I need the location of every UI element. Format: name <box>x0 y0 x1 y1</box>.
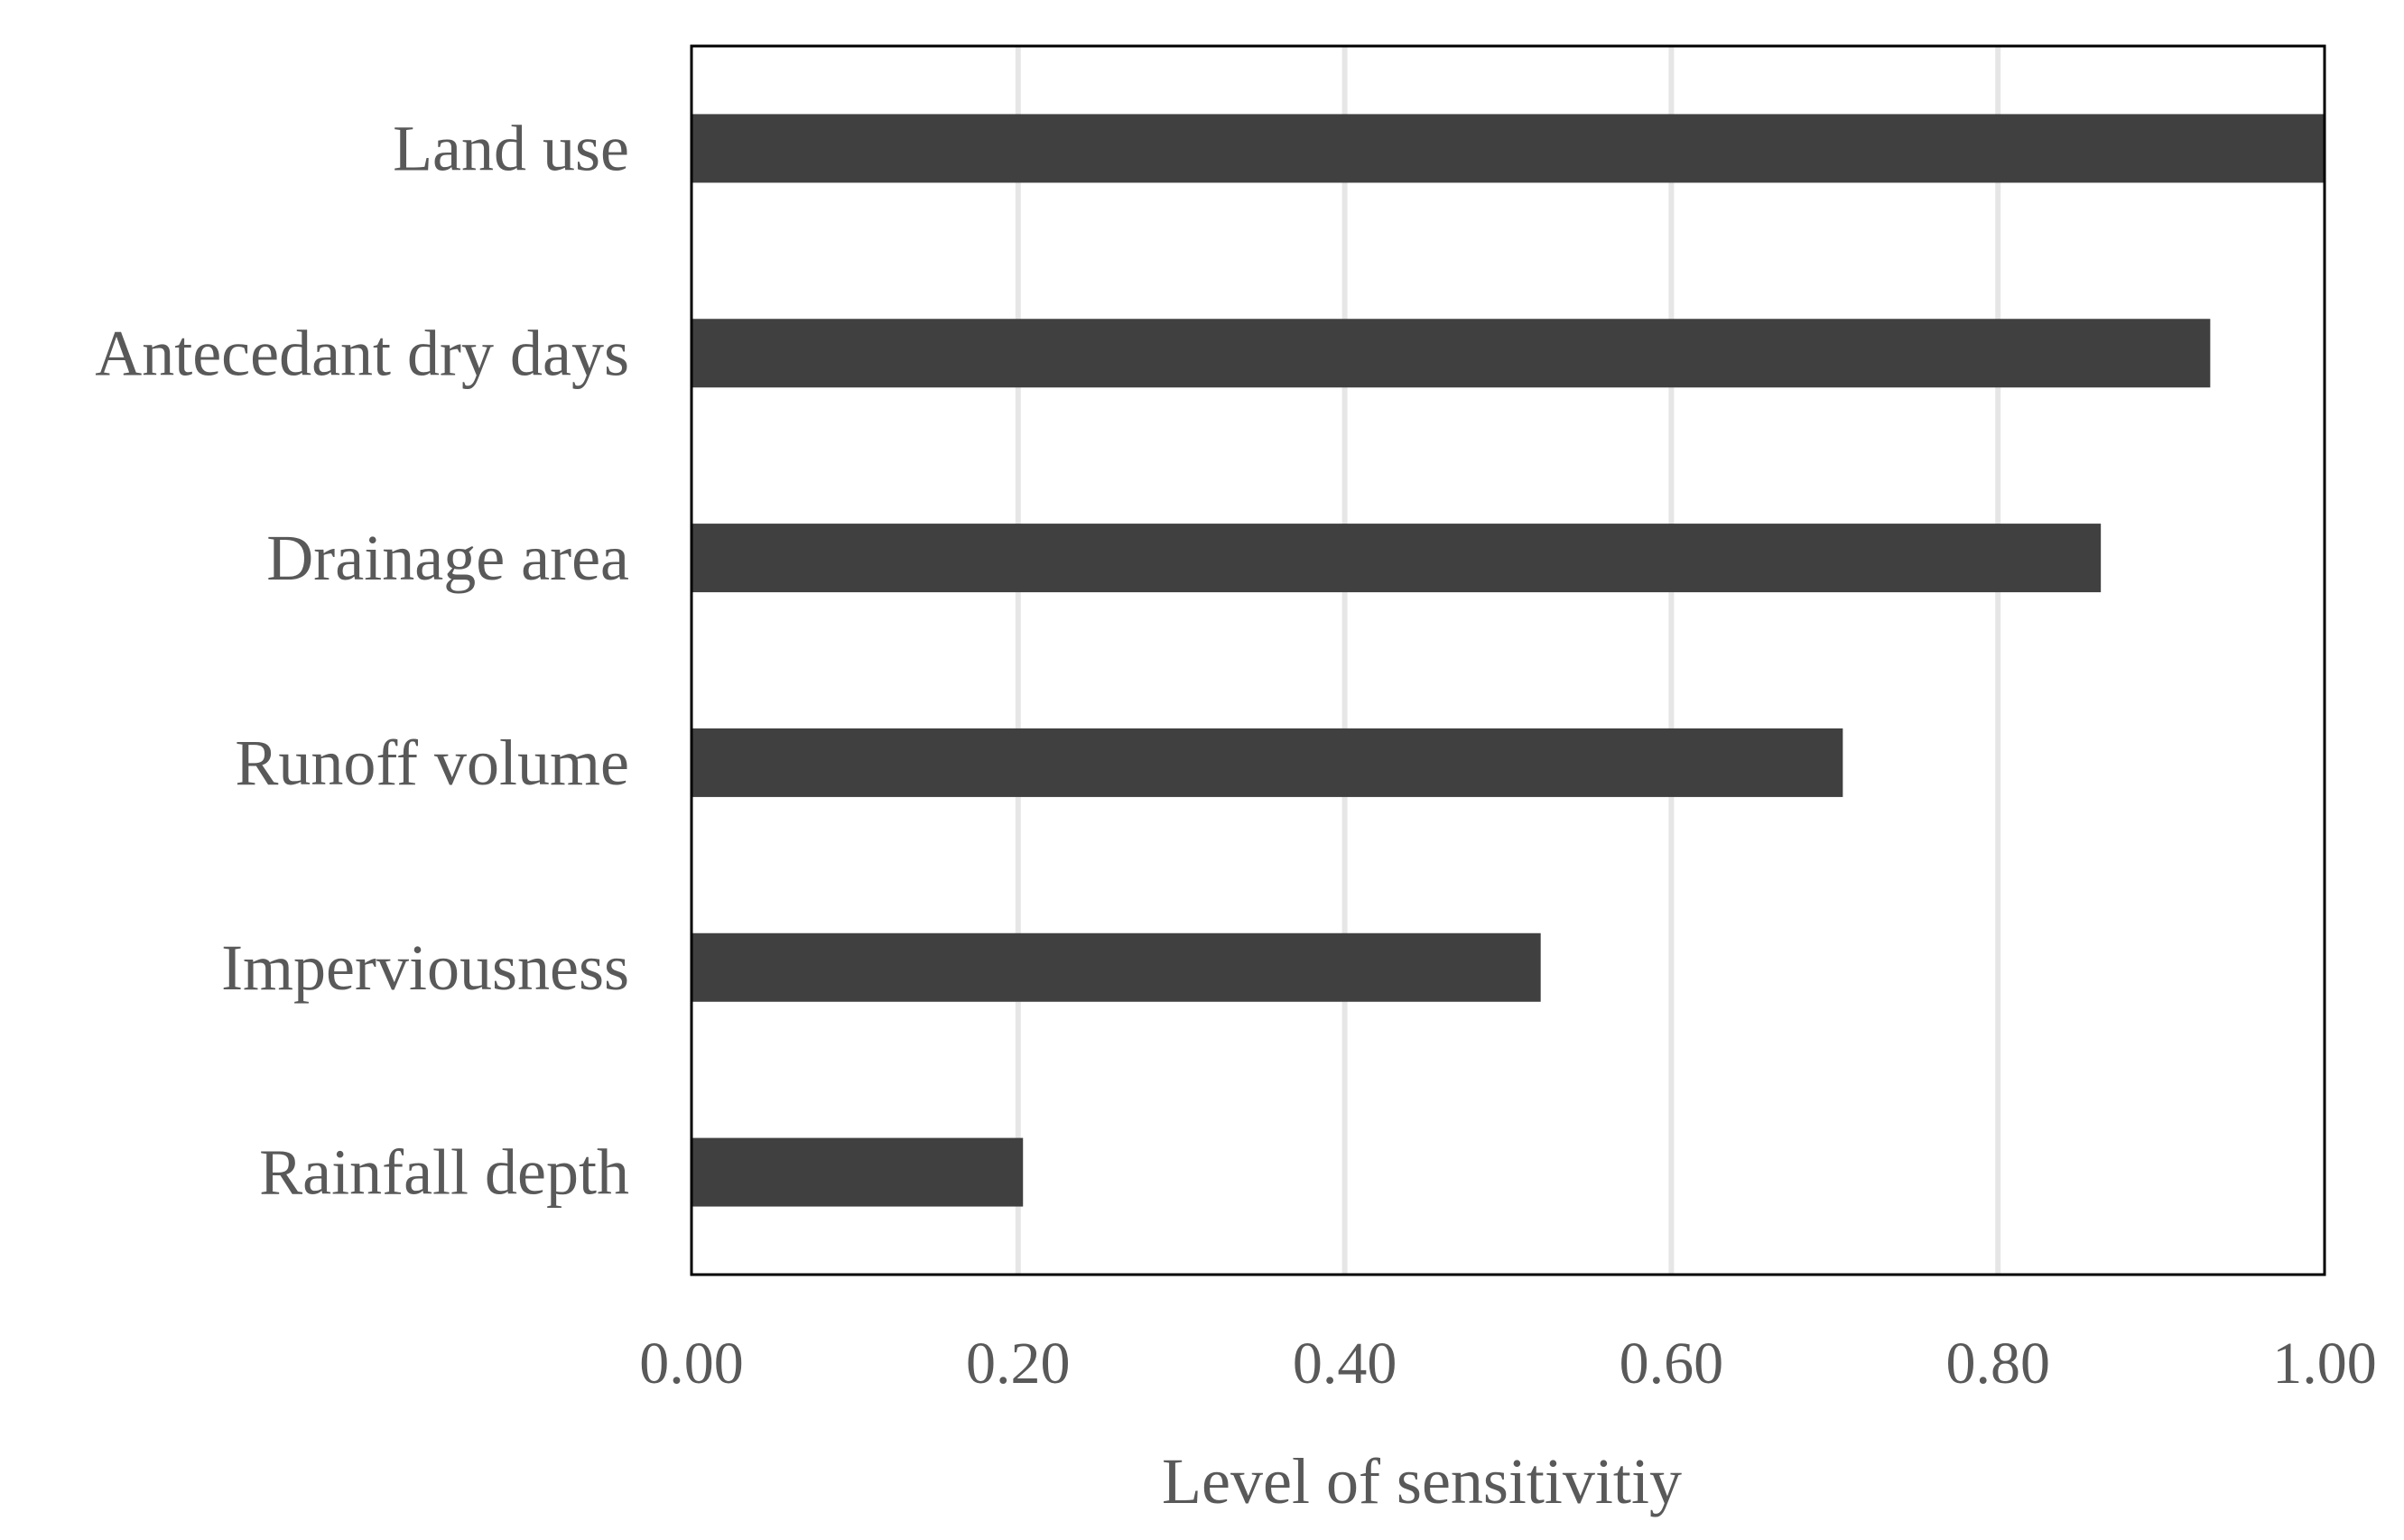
category-label: Rainfall depth <box>259 1136 629 1209</box>
x-tick-label: 0.60 <box>1620 1331 1724 1396</box>
x-tick-label: 0.80 <box>1945 1331 2050 1396</box>
x-tick-label: 0.20 <box>966 1331 1071 1396</box>
bar <box>691 932 1541 1002</box>
category-label: Runoff volume <box>235 727 629 799</box>
bar <box>691 524 2102 593</box>
bar <box>691 319 2211 388</box>
bar <box>691 1137 1024 1207</box>
gridlines <box>1015 46 2001 1275</box>
x-tick-labels: 0.00 0.20 0.40 0.60 0.80 1.00 <box>639 1331 2377 1396</box>
x-axis-title: Level of sensitivitiy <box>1162 1445 1682 1517</box>
category-label: Antecedant dry days <box>95 317 629 389</box>
category-labels: Land use Antecedant dry days Drainage area… <box>95 112 629 1208</box>
bars <box>691 114 2325 1207</box>
x-tick-label: 0.00 <box>639 1331 744 1396</box>
category-label: Land use <box>393 112 629 184</box>
x-tick-label: 1.00 <box>2272 1331 2377 1396</box>
x-tick-label: 0.40 <box>1293 1331 1397 1396</box>
bar <box>691 114 2325 183</box>
category-label: Drainage area <box>266 522 629 594</box>
bar <box>691 728 1843 797</box>
category-label: Imperviousness <box>221 932 629 1004</box>
plot-area-frame <box>690 44 2326 1276</box>
